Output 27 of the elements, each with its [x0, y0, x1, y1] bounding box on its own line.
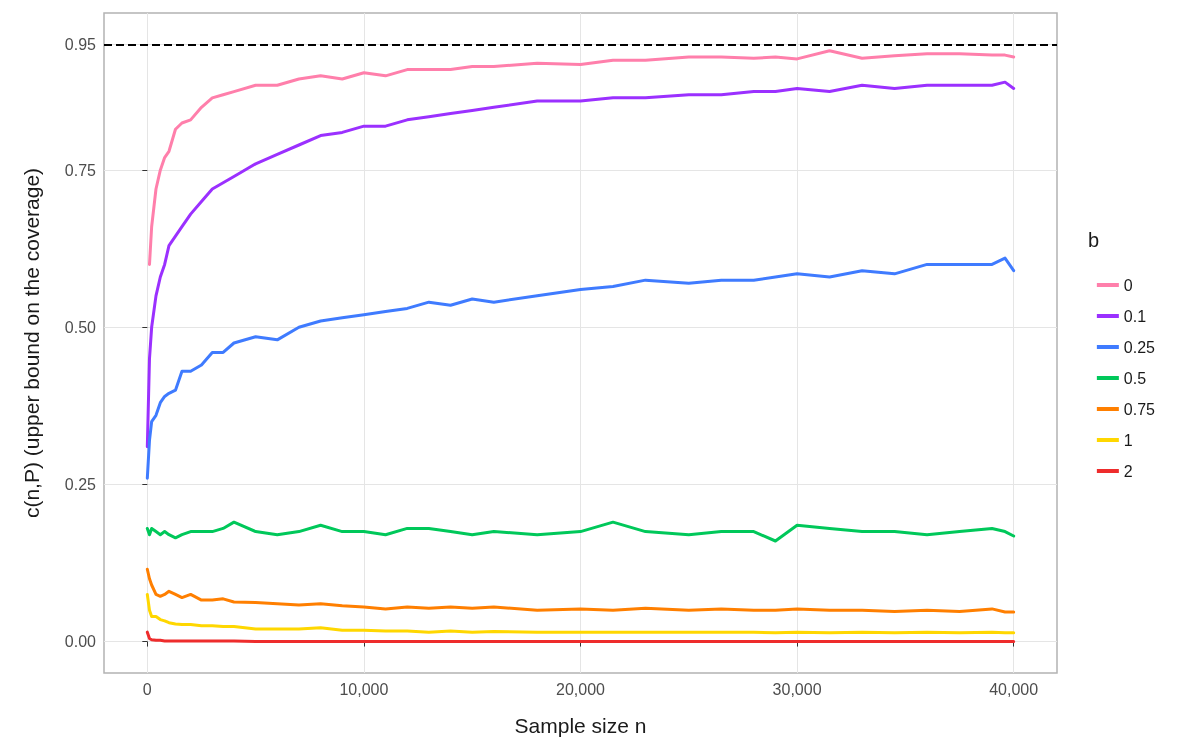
y-tick-label: 0.50: [64, 318, 97, 336]
line-series: [145, 592, 1016, 635]
line-series: [145, 630, 1016, 644]
line-series: [145, 256, 1016, 480]
legend-label: 0.75: [1123, 400, 1156, 418]
line-series: [145, 520, 1016, 543]
x-tick-label: 40,000: [989, 680, 1039, 698]
legend-label: 0.1: [1123, 307, 1147, 325]
line-series: [145, 80, 1016, 449]
legend-label: 0.5: [1123, 369, 1147, 387]
y-tick-label: 0.95: [64, 35, 97, 53]
x-tick-label: 0: [142, 680, 152, 698]
legend-label: 2: [1123, 462, 1133, 480]
line-series: [145, 567, 1016, 614]
y-tick-label: 0.75: [64, 161, 97, 179]
legend-label: 1: [1123, 431, 1133, 449]
y-axis-title: c(n,P) (upper bound on the coverage): [20, 167, 43, 519]
x-tick-label: 20,000: [556, 680, 606, 698]
legend-label: 0.25: [1123, 338, 1156, 356]
legend-title: b: [1088, 229, 1100, 251]
legend-label: 0: [1123, 276, 1133, 294]
line-series: [147, 49, 1016, 266]
x-tick-label: 10,000: [339, 680, 389, 698]
y-tick-label: 0.00: [64, 633, 97, 651]
x-axis-title: Sample size n: [514, 714, 647, 737]
y-tick-label: 0.25: [64, 475, 97, 493]
x-tick-label: 30,000: [772, 680, 822, 698]
